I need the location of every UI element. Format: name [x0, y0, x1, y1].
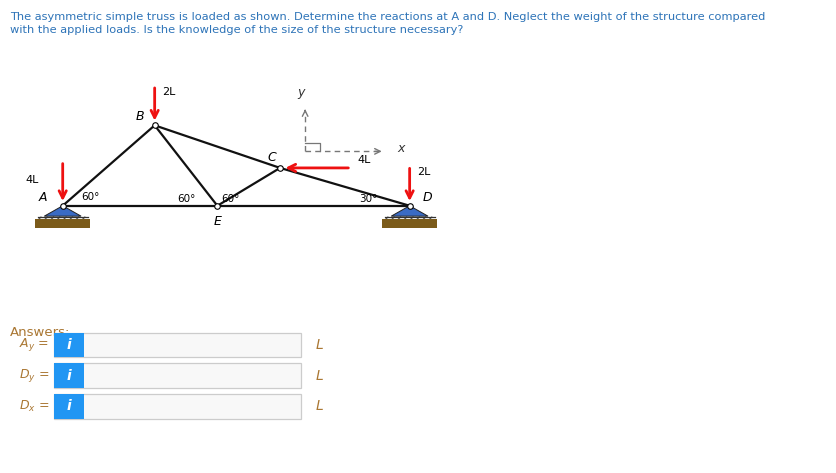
Text: $D_y$ =: $D_y$ =	[19, 367, 49, 384]
Text: i: i	[67, 368, 71, 383]
Text: B: B	[136, 110, 145, 123]
Text: 2L: 2L	[417, 167, 431, 177]
Text: 4L: 4L	[357, 155, 370, 165]
FancyBboxPatch shape	[35, 219, 90, 228]
FancyBboxPatch shape	[54, 363, 84, 388]
Text: 60°: 60°	[81, 192, 99, 202]
Text: 30°: 30°	[359, 194, 378, 204]
Text: 2L: 2L	[162, 87, 176, 96]
FancyBboxPatch shape	[54, 394, 301, 419]
Text: A: A	[39, 191, 48, 204]
Text: 60°: 60°	[222, 194, 240, 204]
Text: C: C	[268, 151, 276, 164]
FancyBboxPatch shape	[54, 363, 301, 388]
Text: Answers:: Answers:	[10, 326, 70, 339]
FancyBboxPatch shape	[54, 394, 84, 419]
Text: E: E	[213, 215, 222, 228]
Polygon shape	[391, 206, 428, 216]
Text: 4L: 4L	[26, 175, 39, 185]
Text: L: L	[316, 338, 324, 352]
Text: y: y	[298, 87, 304, 99]
Text: $D_x$ =: $D_x$ =	[19, 399, 49, 414]
Polygon shape	[44, 206, 81, 216]
Text: 60°: 60°	[177, 194, 196, 204]
Text: i: i	[67, 399, 71, 413]
FancyBboxPatch shape	[382, 219, 437, 228]
Text: x: x	[397, 142, 405, 156]
Text: $A_y$ =: $A_y$ =	[19, 336, 49, 353]
Text: L: L	[316, 368, 324, 383]
Text: L: L	[316, 399, 324, 413]
Text: D: D	[422, 191, 432, 204]
Text: i: i	[67, 338, 71, 352]
Text: The asymmetric simple truss is loaded as shown. Determine the reactions at A and: The asymmetric simple truss is loaded as…	[10, 12, 766, 35]
FancyBboxPatch shape	[54, 333, 301, 357]
FancyBboxPatch shape	[54, 333, 84, 357]
